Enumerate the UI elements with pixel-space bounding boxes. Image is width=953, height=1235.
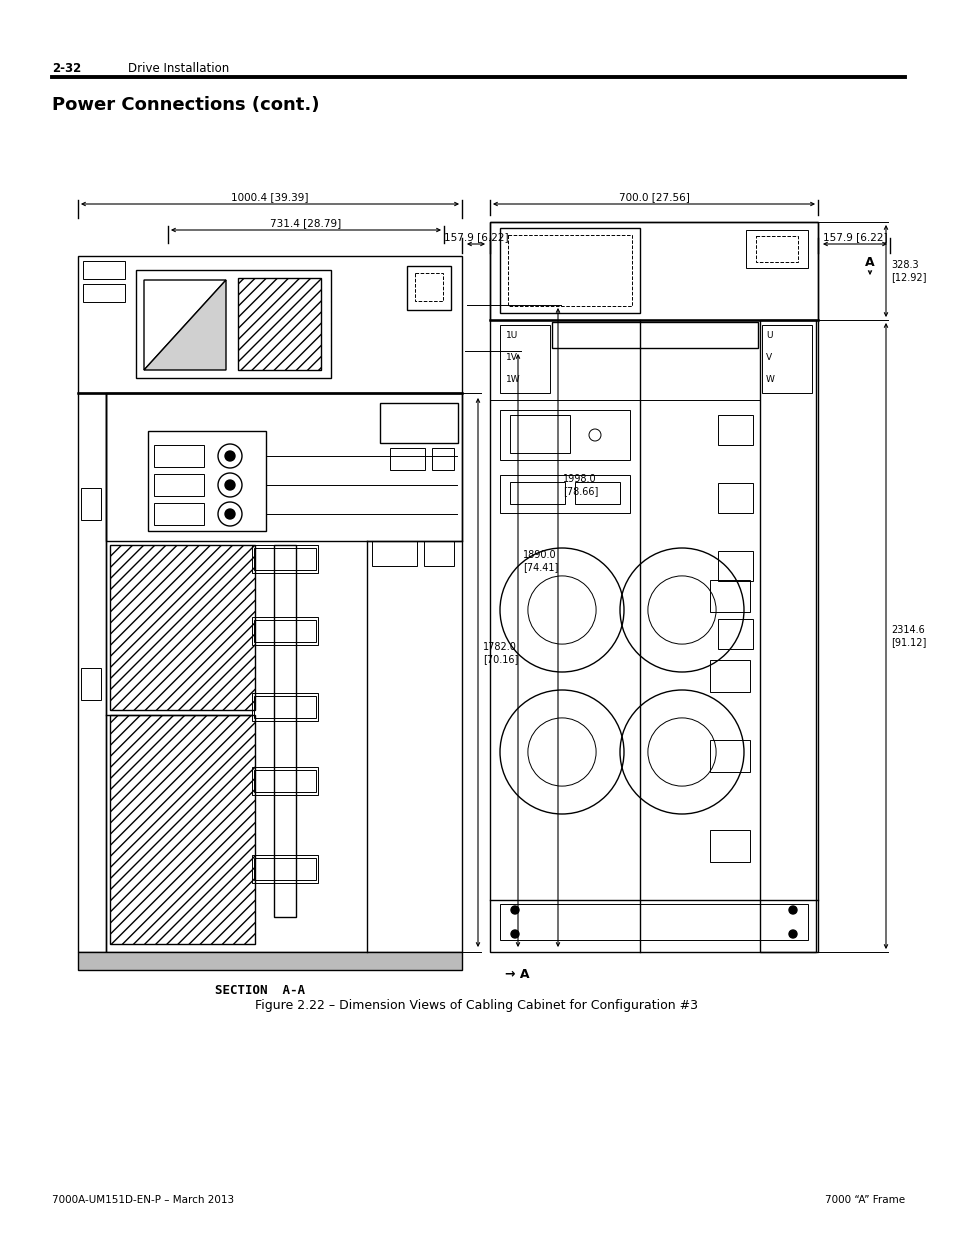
Text: Figure 2.22 – Dimension Views of Cabling Cabinet for Configuration #3: Figure 2.22 – Dimension Views of Cabling… (255, 999, 698, 1011)
Bar (499, 904, 807, 940)
Polygon shape (144, 280, 226, 370)
Text: A: A (864, 256, 874, 268)
Bar (718, 551, 752, 580)
Text: 700.0 [27.56]: 700.0 [27.56] (618, 191, 689, 203)
Bar (110, 545, 254, 710)
Bar (253, 697, 315, 718)
Bar (709, 740, 749, 772)
Text: 1V: 1V (505, 353, 517, 363)
Bar (83, 261, 125, 279)
Text: 2-32: 2-32 (52, 62, 81, 74)
Bar (153, 503, 204, 525)
Circle shape (788, 930, 796, 939)
Bar (499, 325, 550, 393)
Bar (490, 222, 817, 320)
Bar (253, 620, 315, 642)
Text: V: V (765, 353, 771, 363)
Bar (253, 858, 315, 881)
Bar (153, 474, 204, 496)
Bar (490, 222, 817, 952)
Text: 1782.0
[70.16]: 1782.0 [70.16] (482, 642, 517, 663)
Text: SECTION  A-A: SECTION A-A (214, 983, 305, 997)
Text: → A: → A (504, 967, 529, 981)
Bar (510, 415, 569, 453)
Text: U: U (765, 331, 772, 341)
Bar (709, 830, 749, 862)
Circle shape (225, 451, 234, 461)
Circle shape (511, 906, 518, 914)
Text: 2314.6
[91.12]: 2314.6 [91.12] (890, 625, 925, 647)
Text: 1000.4 [39.39]: 1000.4 [39.39] (231, 191, 309, 203)
Bar (252, 618, 317, 645)
Bar (718, 483, 752, 513)
Bar (718, 619, 752, 650)
Circle shape (225, 480, 234, 490)
Bar (252, 693, 317, 721)
Bar (718, 415, 752, 445)
Text: Power Connections (cont.): Power Connections (cont.) (52, 96, 319, 114)
Bar (252, 855, 317, 883)
Bar (432, 448, 454, 471)
Bar (253, 769, 315, 792)
Text: 7000A-UM151D-EN-P – March 2013: 7000A-UM151D-EN-P – March 2013 (52, 1195, 233, 1205)
Circle shape (225, 509, 234, 519)
Text: 328.3
[12.92]: 328.3 [12.92] (890, 261, 925, 282)
Bar (372, 541, 416, 566)
Bar (755, 236, 797, 262)
Bar (153, 445, 204, 467)
Bar (761, 325, 811, 393)
Text: 1890.0
[74.41]: 1890.0 [74.41] (522, 551, 558, 572)
Bar (274, 545, 295, 918)
Bar (499, 475, 629, 513)
Text: 1W: 1W (505, 375, 520, 384)
Text: 1U: 1U (505, 331, 517, 341)
Bar (709, 659, 749, 692)
Bar (507, 235, 631, 306)
Text: W: W (765, 375, 774, 384)
Bar (253, 548, 315, 571)
Text: 157.9 [6.22]: 157.9 [6.22] (443, 232, 508, 242)
Bar (760, 320, 815, 952)
Bar (510, 482, 564, 504)
Text: 157.9 [6.22]: 157.9 [6.22] (821, 232, 886, 242)
Bar (499, 410, 629, 459)
Bar (575, 482, 619, 504)
Bar (252, 767, 317, 795)
Bar (136, 270, 331, 378)
Bar (552, 322, 758, 348)
Text: 731.4 [28.79]: 731.4 [28.79] (270, 219, 341, 228)
Bar (106, 393, 461, 952)
Circle shape (511, 930, 518, 939)
Bar (78, 256, 461, 393)
Bar (415, 273, 442, 301)
Bar (423, 541, 454, 566)
Bar (83, 284, 125, 303)
Bar (252, 545, 317, 573)
Bar (78, 393, 106, 952)
Bar (745, 230, 807, 268)
Bar (78, 952, 461, 969)
Bar (379, 403, 457, 443)
Bar (81, 668, 101, 700)
Bar (81, 488, 101, 520)
Bar (106, 393, 461, 541)
Text: Drive Installation: Drive Installation (128, 62, 229, 74)
Text: 1998.0
[78.66]: 1998.0 [78.66] (562, 474, 598, 495)
Bar (709, 580, 749, 613)
Bar (110, 715, 254, 944)
Bar (407, 266, 451, 310)
Bar (237, 278, 320, 370)
Bar (390, 448, 424, 471)
Bar (499, 228, 639, 312)
Text: 7000 “A” Frame: 7000 “A” Frame (824, 1195, 904, 1205)
Circle shape (788, 906, 796, 914)
Bar (148, 431, 266, 531)
